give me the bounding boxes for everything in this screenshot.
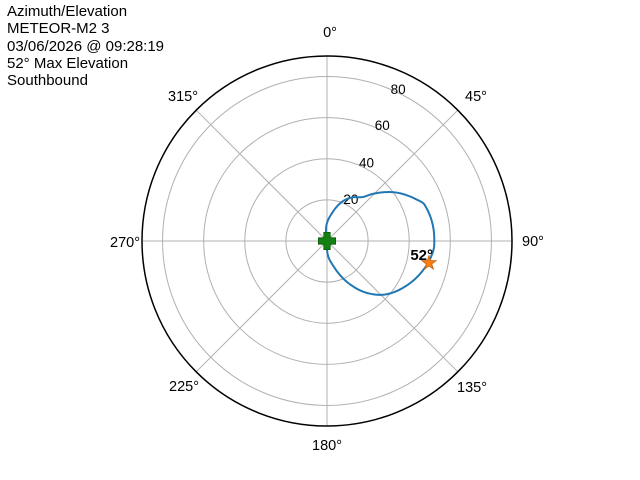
svg-text:90°: 90°	[522, 234, 544, 250]
svg-text:40: 40	[359, 155, 374, 170]
svg-text:52°: 52°	[410, 247, 433, 264]
svg-text:135°: 135°	[457, 380, 487, 396]
svg-text:180°: 180°	[312, 438, 342, 454]
svg-text:225°: 225°	[169, 379, 199, 395]
svg-text:60: 60	[375, 118, 390, 133]
svg-text:80: 80	[391, 82, 406, 97]
svg-text:0°: 0°	[323, 25, 337, 41]
svg-text:315°: 315°	[168, 89, 198, 105]
svg-text:270°: 270°	[110, 235, 140, 251]
svg-text:45°: 45°	[465, 89, 487, 105]
